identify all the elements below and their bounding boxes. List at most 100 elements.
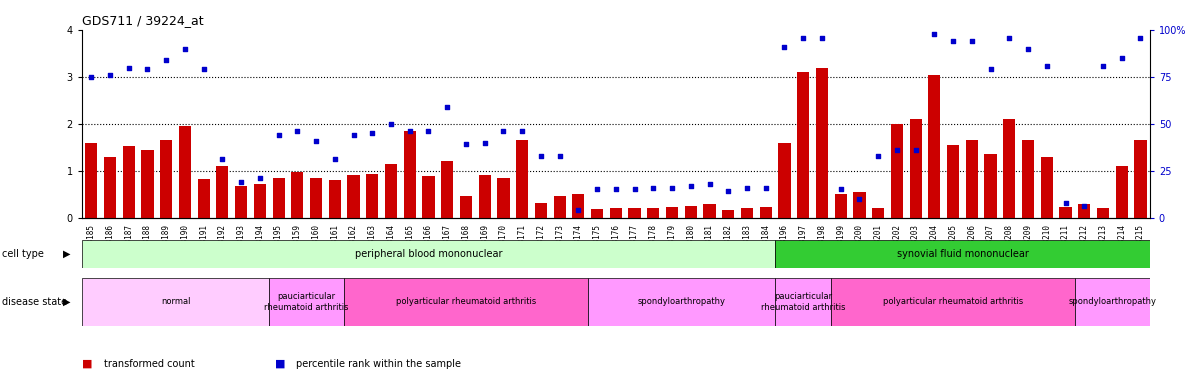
Bar — [385, 164, 397, 218]
Point — [644, 184, 663, 190]
Point — [550, 153, 569, 159]
Bar — [197, 179, 209, 218]
Bar — [588, 278, 775, 326]
Bar — [1075, 278, 1150, 326]
Bar — [572, 194, 584, 217]
Bar — [966, 140, 978, 218]
Text: peripheral blood mononuclear: peripheral blood mononuclear — [355, 249, 502, 259]
Point — [1056, 200, 1075, 206]
Bar — [872, 208, 884, 218]
Text: GDS711 / 39224_at: GDS711 / 39224_at — [82, 15, 203, 27]
Point — [157, 57, 176, 63]
Point — [100, 72, 119, 78]
Bar — [270, 278, 344, 326]
Point — [344, 132, 364, 138]
Bar — [403, 131, 415, 218]
Bar — [272, 178, 284, 218]
Point — [606, 186, 625, 192]
Point — [793, 34, 813, 40]
Text: transformed count: transformed count — [104, 359, 194, 369]
Bar — [778, 142, 791, 218]
Point — [981, 66, 1001, 72]
Point — [476, 140, 495, 146]
Bar — [123, 146, 135, 218]
Bar — [666, 207, 678, 218]
Point — [325, 156, 344, 162]
Bar — [648, 208, 660, 218]
Bar — [722, 210, 734, 218]
Bar — [497, 178, 509, 218]
Point — [1112, 55, 1132, 61]
Point — [213, 156, 232, 162]
Point — [400, 128, 419, 134]
Point — [362, 130, 382, 136]
Bar — [535, 203, 547, 217]
Text: normal: normal — [161, 297, 190, 306]
Point — [625, 186, 644, 192]
Bar — [460, 196, 472, 217]
Text: pauciarticular
rheumatoid arthritis: pauciarticular rheumatoid arthritis — [761, 292, 845, 312]
Bar — [344, 278, 588, 326]
Text: spondyloarthropathy: spondyloarthropathy — [637, 297, 726, 306]
Bar — [329, 180, 341, 218]
Point — [288, 128, 307, 134]
Point — [1075, 203, 1094, 209]
Bar — [1116, 166, 1128, 218]
Point — [700, 181, 719, 187]
Bar — [760, 207, 772, 218]
Point — [419, 128, 438, 134]
Bar — [775, 240, 1150, 268]
Point — [681, 183, 701, 189]
Point — [250, 175, 270, 181]
Point — [568, 207, 588, 213]
Text: synovial fluid mononuclear: synovial fluid mononuclear — [897, 249, 1028, 259]
Bar — [948, 145, 960, 218]
Point — [194, 66, 213, 72]
Bar — [797, 72, 809, 217]
Point — [137, 66, 157, 72]
Bar — [82, 278, 270, 326]
Bar — [1022, 140, 1034, 218]
Bar — [291, 172, 303, 217]
Point — [1131, 34, 1150, 40]
Point — [437, 104, 456, 110]
Bar — [235, 186, 247, 218]
Point — [925, 31, 944, 37]
Point — [850, 196, 869, 202]
Text: ■: ■ — [82, 359, 93, 369]
Bar — [104, 157, 116, 218]
Bar — [816, 68, 828, 218]
Point — [82, 74, 101, 80]
Point — [176, 46, 195, 52]
Bar — [1040, 157, 1052, 218]
Point — [662, 184, 681, 190]
Bar — [628, 208, 641, 218]
Bar — [517, 140, 529, 218]
Bar — [366, 174, 378, 217]
Bar — [479, 176, 491, 217]
Point — [1037, 63, 1056, 69]
Bar — [928, 75, 940, 217]
Bar — [348, 176, 360, 217]
Bar — [831, 278, 1075, 326]
Bar — [609, 208, 622, 218]
Bar — [834, 194, 846, 217]
Text: ■: ■ — [275, 359, 285, 369]
Bar — [217, 166, 229, 218]
Point — [999, 34, 1019, 40]
Bar — [891, 124, 903, 218]
Point — [756, 184, 775, 190]
Bar — [591, 209, 603, 218]
Text: percentile rank within the sample: percentile rank within the sample — [296, 359, 461, 369]
Bar — [740, 208, 752, 218]
Text: pauciarticular
rheumatoid arthritis: pauciarticular rheumatoid arthritis — [265, 292, 349, 312]
Point — [887, 147, 907, 153]
Point — [775, 44, 795, 50]
Text: ▶: ▶ — [63, 297, 70, 307]
Text: ▶: ▶ — [63, 249, 70, 259]
Bar — [85, 142, 98, 218]
Point — [905, 147, 925, 153]
Bar — [160, 140, 172, 218]
Point — [868, 153, 887, 159]
Bar — [1078, 204, 1091, 218]
